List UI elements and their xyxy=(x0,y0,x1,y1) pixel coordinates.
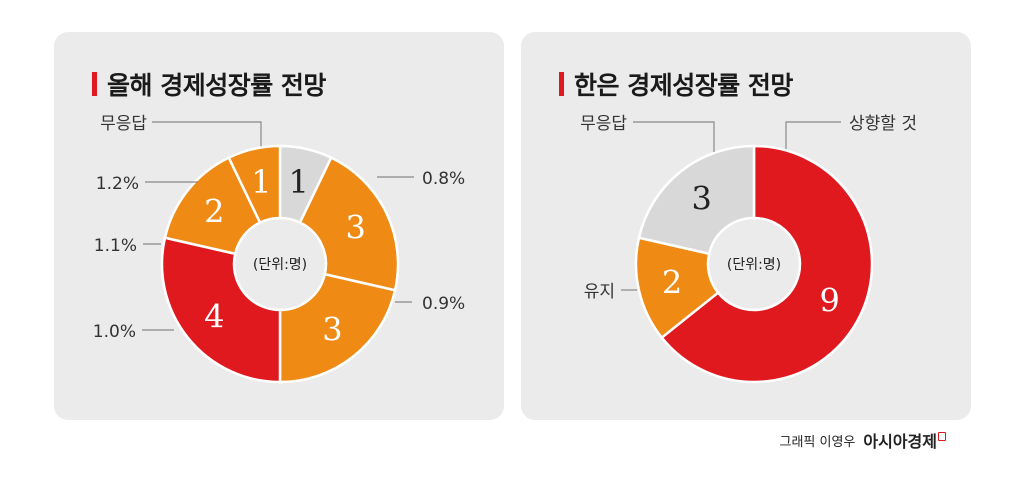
chart-title: 올해 경제성장률 전망 xyxy=(92,66,326,102)
slice-value-label: 9 xyxy=(820,281,840,319)
chart-title-text: 한은 경제성장률 전망 xyxy=(574,71,793,100)
slice-category-label: 1.1% xyxy=(94,236,137,256)
slice-value-label: 3 xyxy=(322,311,342,349)
slice-value-label: 2 xyxy=(662,264,682,302)
leader-line xyxy=(785,121,841,149)
slice-value-label: 3 xyxy=(691,179,711,217)
credit-text: 그래픽 이영우 xyxy=(779,434,856,450)
chart-title: 한은 경제성장률 전망 xyxy=(559,66,793,102)
chart-panel-economic-growth-forecast: 올해 경제성장률 전망 1 무응답 3 0.8% 3 0.9% 4 1.0% 2 1.1% 1 1.2… xyxy=(54,32,504,420)
slice-category-label: 무응답 xyxy=(100,114,147,134)
pie-slice xyxy=(160,236,282,384)
graphic-credit: 그래픽 이영우 아시아경제 xyxy=(779,428,946,452)
slice-category-label: 1.0% xyxy=(93,322,136,342)
slice-category-label: 0.8% xyxy=(422,169,465,189)
slice-category-label: 무응답 xyxy=(580,114,627,134)
title-accent-bar xyxy=(92,72,97,96)
brand-logo: 아시아경제 xyxy=(863,428,946,452)
chart-title-text: 올해 경제성장률 전망 xyxy=(107,71,326,100)
slice-category-label: 0.9% xyxy=(422,294,465,314)
pie-slice xyxy=(659,144,874,384)
donut-chart-bok-forecast: 9 상향할 것 2 유지 3 무응답 (단위:명) xyxy=(580,114,917,384)
brand-mark-icon xyxy=(938,432,946,441)
pie-slice xyxy=(227,144,282,225)
title-accent-bar xyxy=(559,72,564,96)
slice-value-label: 3 xyxy=(346,209,366,247)
slice-category-label: 유지 xyxy=(584,282,615,302)
pie-slice xyxy=(298,156,400,292)
leader-line xyxy=(152,121,262,149)
pie-slice xyxy=(278,272,397,384)
slice-category-label: 상향할 것 xyxy=(849,114,917,134)
leader-line xyxy=(633,121,715,152)
slice-category-label: 1.2% xyxy=(96,174,139,194)
chart-panel-bok-forecast: 한은 경제성장률 전망 9 상향할 것 2 유지 3 무응답 (단위:명) xyxy=(521,32,971,420)
slice-value-label: 2 xyxy=(204,193,224,231)
donut-chart-growth-forecast: 1 무응답 3 0.8% 3 0.9% 4 1.0% 2 1.1% 1 1.2% (단위:명) xyxy=(93,114,465,384)
pie-slice xyxy=(637,144,756,256)
slice-value-label: 1 xyxy=(289,163,309,201)
unit-label: (단위:명) xyxy=(727,257,781,273)
slice-value-label: 4 xyxy=(204,297,224,335)
brand-name: 아시아경제 xyxy=(863,432,937,451)
slice-value-label: 1 xyxy=(251,163,271,201)
unit-label: (단위:명) xyxy=(253,257,307,273)
